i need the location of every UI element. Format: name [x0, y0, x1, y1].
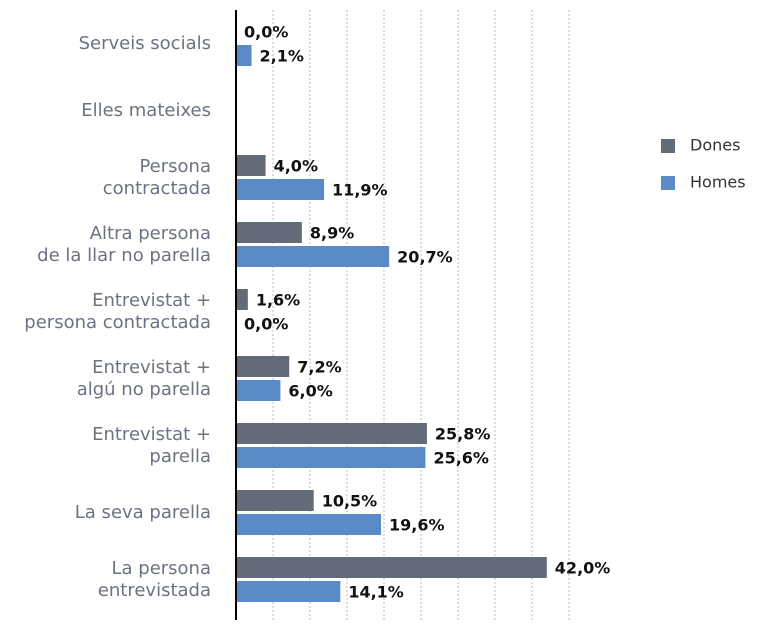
category-label: La seva parella [74, 502, 211, 523]
value-label: 14,1% [348, 583, 404, 602]
bar [236, 289, 248, 310]
value-label: 25,8% [435, 425, 491, 444]
bar [236, 581, 341, 602]
legend-label: Homes [690, 173, 746, 192]
value-label: 0,0% [244, 315, 288, 334]
category-label: Altra persona de la llar no parella [37, 223, 211, 266]
bar [236, 356, 290, 377]
bar [236, 179, 325, 200]
bar [236, 447, 426, 468]
value-label: 20,7% [397, 248, 453, 267]
category-label: Elles mateixes [81, 100, 211, 121]
legend-label: Dones [690, 136, 740, 155]
value-label: 8,9% [310, 224, 354, 243]
value-label: 10,5% [322, 492, 378, 511]
value-label: 42,0% [555, 559, 611, 578]
category-label: Entrevistat + persona contractada [24, 290, 211, 333]
bar [236, 514, 382, 535]
bar [236, 423, 427, 444]
value-label: 2,1% [260, 47, 304, 66]
value-label: 1,6% [256, 291, 300, 310]
bar [236, 246, 390, 267]
category-label: Serveis socials [78, 33, 211, 54]
bar [236, 45, 252, 66]
legend-swatch [661, 139, 675, 153]
bar [236, 380, 281, 401]
value-label: 25,6% [433, 449, 489, 468]
value-label: 7,2% [297, 358, 341, 377]
category-label: La persona entrevistada [97, 558, 211, 601]
value-label: 4,0% [274, 157, 318, 176]
bar [236, 557, 547, 578]
bar [236, 155, 266, 176]
bar [236, 222, 302, 243]
category-label: Entrevistat + parella [92, 424, 211, 467]
category-label: Entrevistat + algú no parella [76, 357, 211, 400]
value-label: 0,0% [244, 23, 288, 42]
value-label: 11,9% [332, 181, 388, 200]
value-label: 6,0% [288, 382, 332, 401]
legend-swatch [661, 176, 675, 190]
bar [236, 490, 314, 511]
category-label: Persona contractada [102, 156, 211, 199]
value-label: 19,6% [389, 516, 445, 535]
